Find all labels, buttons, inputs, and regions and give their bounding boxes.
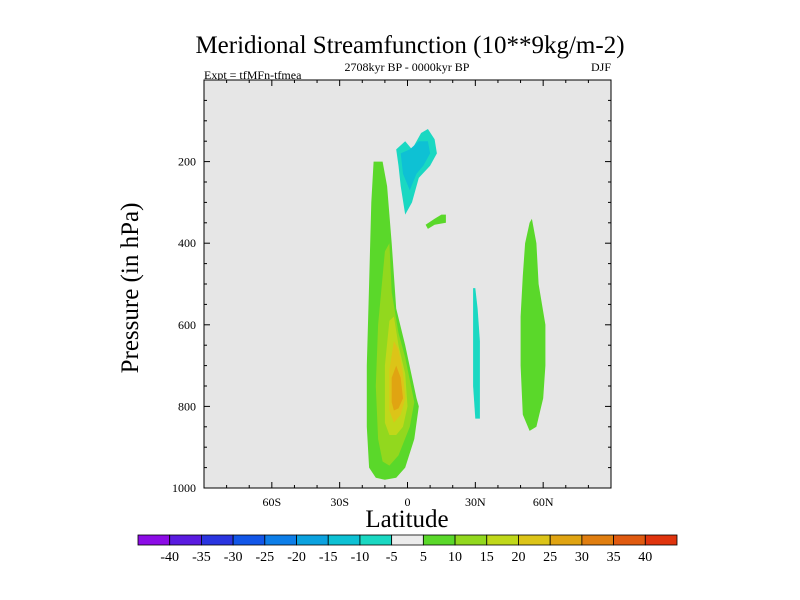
colorbar-swatch [296,534,329,546]
axis-ticks: 60S 30S 0 30N 60N 200 400 600 800 1000 [172,80,611,509]
x-tick-label: 30S [330,495,349,509]
colorbar-label: 25 [543,550,557,565]
x-tick-label: 30N [465,495,486,509]
contour-region-nh-negative-strip [473,288,480,419]
colorbar-label: 35 [607,550,621,565]
colorbar-swatch [137,534,171,546]
colorbar: -40 -35 -30 -25 -20 -15 -10 -5 5 10 15 20 25 30 35 40 [137,534,678,565]
colorbar-label: 40 [638,550,652,565]
colorbar-swatch [232,534,266,546]
colorbar-label: 15 [480,550,494,565]
colorbar-swatch [486,534,519,546]
contour-regions [366,129,546,480]
colorbar-label: -5 [386,550,398,565]
colorbar-label: 5 [420,550,427,565]
right-string: DJF [591,60,611,74]
contour-region-upper-positive-blob [425,214,446,229]
left-string: Expt = tfMFn-tfmea [204,68,302,82]
x-tick-label: 60S [262,495,281,509]
colorbar-swatch [581,534,614,546]
colorbar-swatch [391,534,424,546]
contour-region-nh-positive-cell [520,218,546,431]
colorbar-swatch [644,534,678,546]
colorbar-swatch [327,534,361,546]
colorbar-swatch [518,534,551,546]
colorbar-swatch [613,534,646,546]
x-axis-label: Latitude [365,506,448,533]
colorbar-swatch [169,534,202,546]
contour-region-sh-cell-30-35 [391,365,403,411]
colorbar-label: -10 [351,550,370,565]
colorbar-swatch [549,534,583,546]
x-tick-label: 60N [533,495,554,509]
colorbar-label: -30 [224,550,243,565]
y-tick-label: 400 [178,236,196,250]
y-tick-label: 600 [178,318,196,332]
x-tick-label: 0 [405,495,411,509]
contour-region-upper-negative-core [400,141,431,191]
colorbar-swatch [201,534,234,546]
colorbar-label: -25 [255,550,274,565]
colorbar-swatch [264,534,297,546]
colorbar-swatch [454,534,488,546]
colorbar-label: -20 [287,550,306,565]
y-tick-label: 200 [178,155,196,169]
colorbar-label: -40 [160,550,179,565]
colorbar-label: -15 [319,550,338,565]
colorbar-label: 30 [575,550,589,565]
y-tick-label: 800 [178,399,196,413]
y-tick-label: 1000 [172,481,196,495]
colorbar-swatch [359,534,393,546]
colorbar-label: -35 [192,550,211,565]
chart-title: Meridional Streamfunction (10**9kg/m-2) [195,32,624,59]
colorbar-label: 20 [511,550,525,565]
colorbar-label: 10 [448,550,462,565]
colorbar-swatch [422,534,456,546]
center-string: 2708kyr BP - 0000kyr BP [345,60,470,74]
y-axis-label: Pressure (in hPa) [117,203,144,374]
